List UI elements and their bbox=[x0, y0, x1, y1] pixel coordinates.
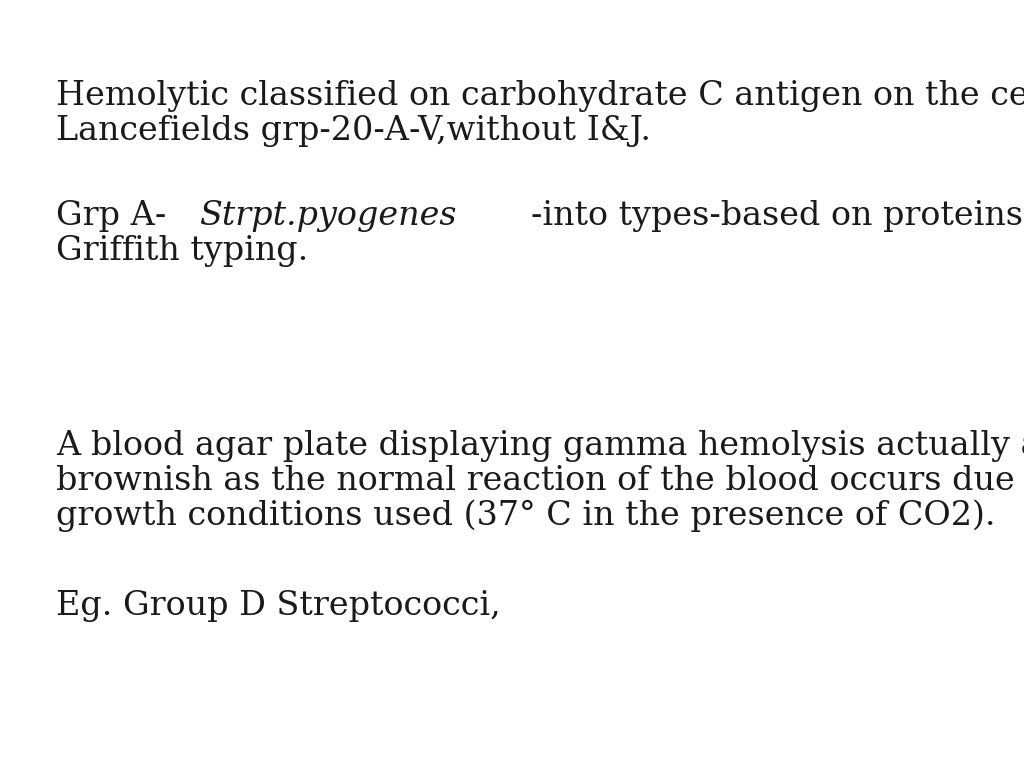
Text: Strpt.pyogenes: Strpt.pyogenes bbox=[199, 200, 456, 232]
Text: -into types-based on proteins-M,T,R—: -into types-based on proteins-M,T,R— bbox=[530, 200, 1024, 232]
Text: Hemolytic classified on carbohydrate C antigen on the cell wall-: Hemolytic classified on carbohydrate C a… bbox=[56, 80, 1024, 112]
Text: Lancefields grp-20-A-V,without I&J.: Lancefields grp-20-A-V,without I&J. bbox=[56, 114, 651, 147]
Text: growth conditions used (37° C in the presence of CO2).: growth conditions used (37° C in the pre… bbox=[56, 500, 995, 532]
Text: A blood agar plate displaying gamma hemolysis actually appears: A blood agar plate displaying gamma hemo… bbox=[56, 430, 1024, 462]
Text: Eg. Group D Streptococci,: Eg. Group D Streptococci, bbox=[56, 590, 501, 622]
Text: Grp A-: Grp A- bbox=[56, 200, 167, 232]
Text: brownish as the normal reaction of the blood occurs due to the: brownish as the normal reaction of the b… bbox=[56, 465, 1024, 497]
Text: Griffith typing.: Griffith typing. bbox=[56, 235, 308, 266]
